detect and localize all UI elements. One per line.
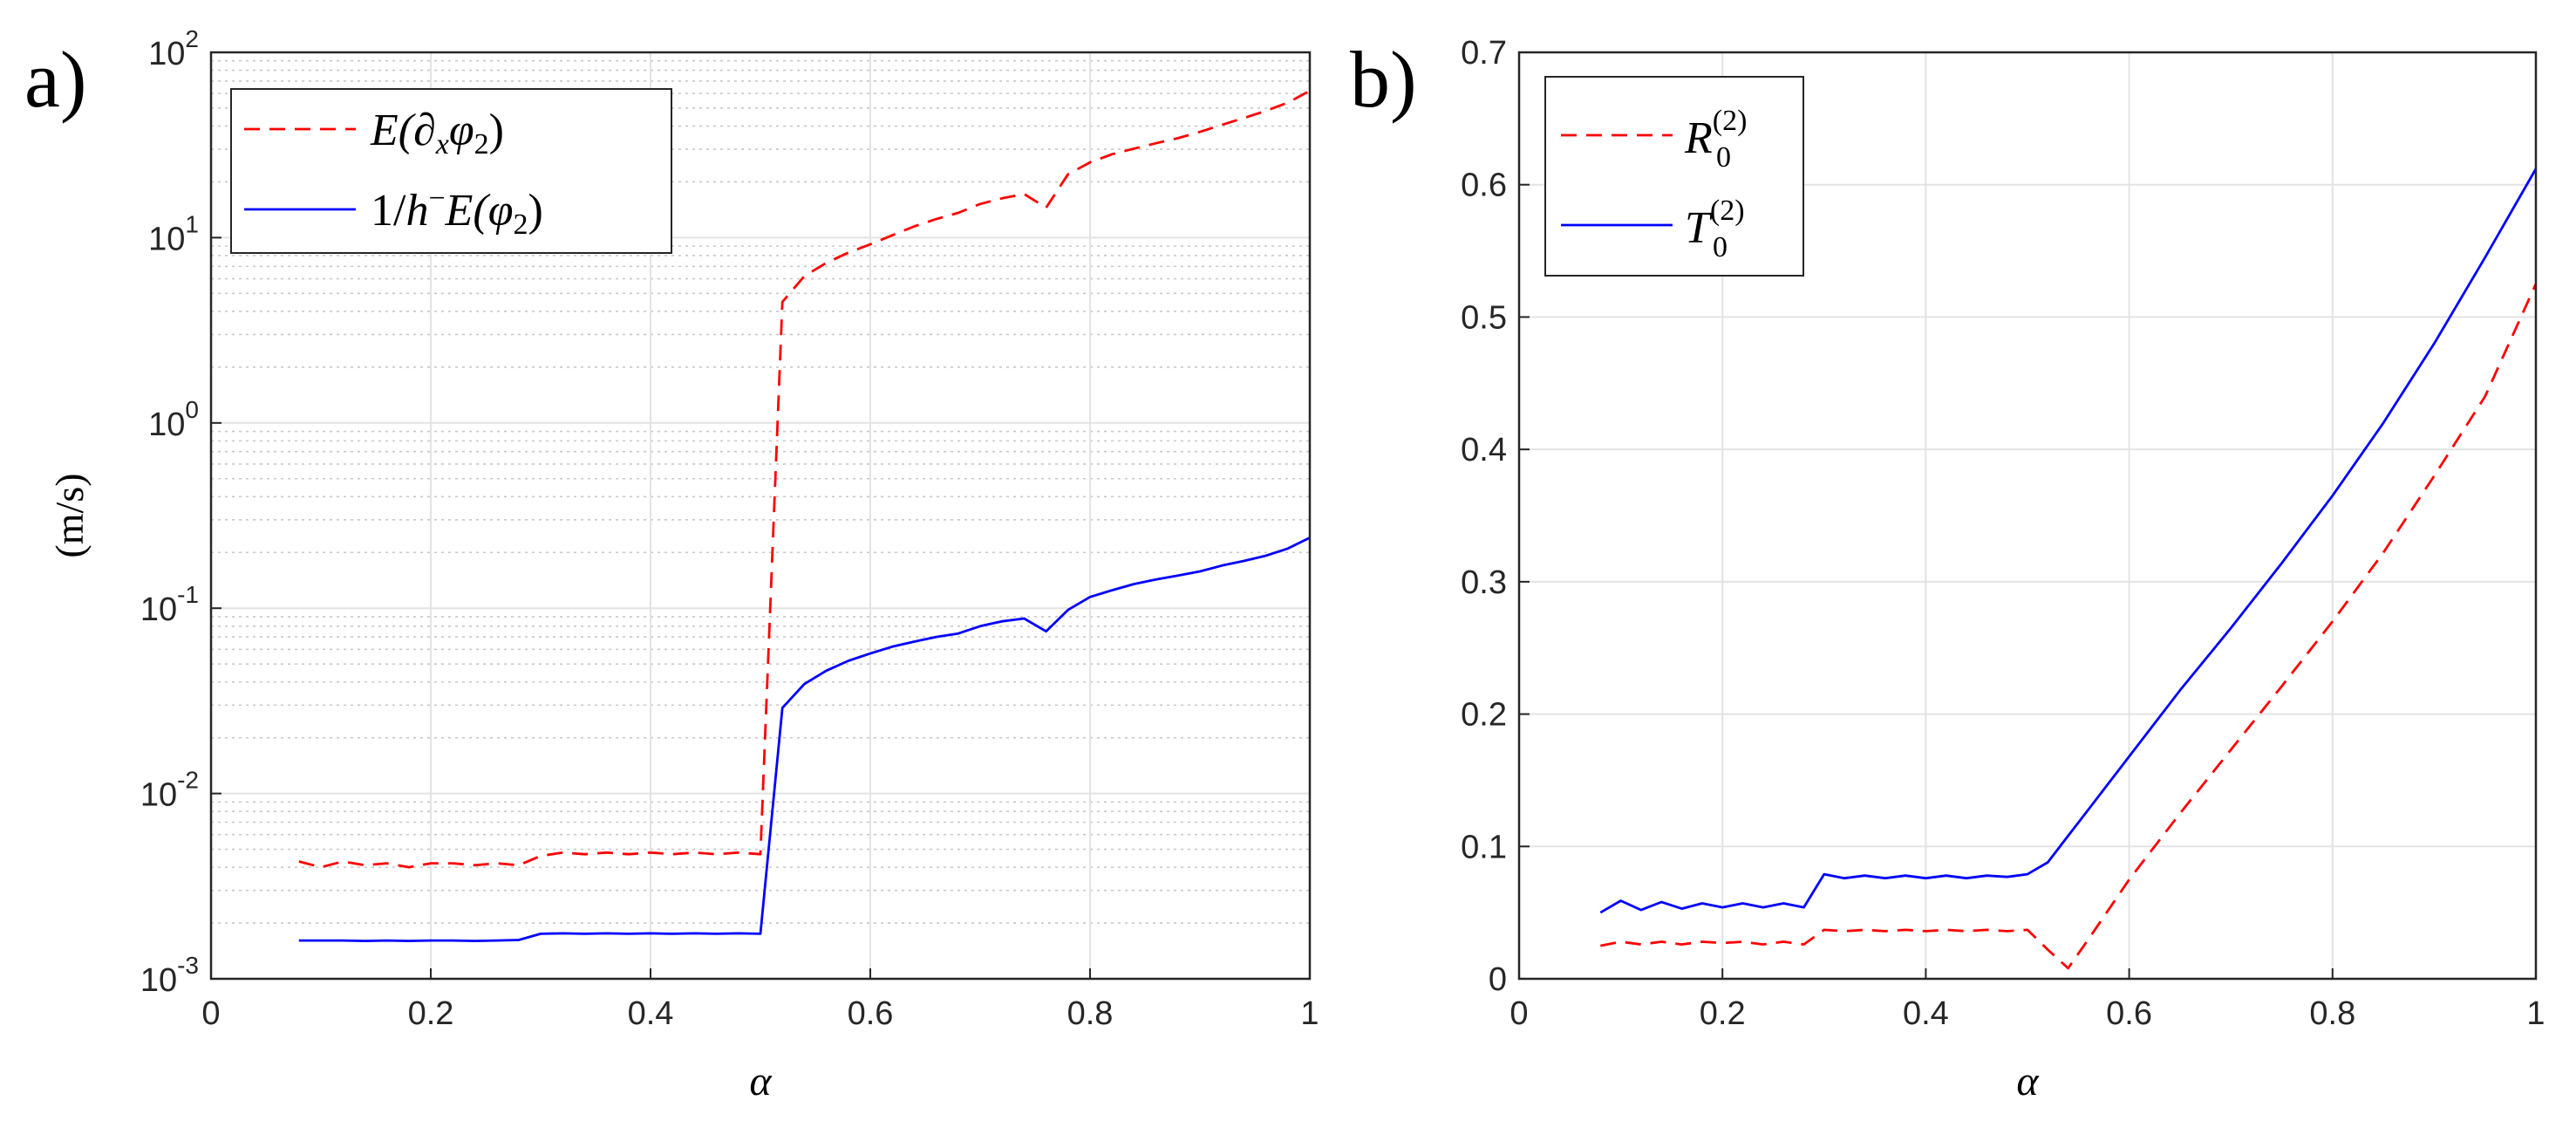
legend-b2-sup: (2) xyxy=(1710,195,1745,227)
legend-a1-p3: ) xyxy=(489,106,504,155)
panel-b-axes-box xyxy=(1517,51,2538,981)
panel-a-xlabel: α xyxy=(749,1058,772,1104)
panel-a-legend: E(∂xφ2) 1/h−E(φ2) xyxy=(230,88,672,254)
panel-b-series-line xyxy=(1599,167,2538,914)
panel-b-ytick-label: 0.6 xyxy=(1461,167,1507,204)
panel-b-ytick-label: 0.3 xyxy=(1461,564,1507,601)
legend-a1-p1: E(∂ xyxy=(370,106,436,155)
panel-b-legend: R(2) 0 T(2) 0 xyxy=(1544,76,1804,277)
legend-a2-p1: 1/ xyxy=(371,186,406,236)
panel-b: b) 0 0.2 0.4 0.6 0.8 1 0 0.1 0.2 0.3 0.4 0.5 0.6 0.7… xyxy=(1350,35,2545,1104)
panel-a-ytick-label: 102 xyxy=(148,25,199,72)
panel-a-label: a) xyxy=(24,35,86,124)
panel-b-xtick-label: 0.8 xyxy=(2309,995,2355,1032)
panel-b-ytick-label: 0.4 xyxy=(1461,432,1507,468)
panel-a-legend-label-red: E(∂xφ2) xyxy=(370,106,504,161)
panel-a-series-line xyxy=(298,537,1311,942)
legend-a2-sup: − xyxy=(428,182,445,215)
panel-a-xtick-label: 0.8 xyxy=(1067,995,1114,1032)
panel-b-xlabel: α xyxy=(2016,1058,2039,1104)
panel-a-ytick-label: 10-1 xyxy=(140,581,199,628)
panel-a-axes-box xyxy=(209,51,1312,981)
panel-b-xtick-label: 0.6 xyxy=(2106,995,2152,1032)
legend-a2-p3: E(φ xyxy=(445,186,514,236)
panel-b-series xyxy=(1599,167,2538,970)
panel-b-series-line xyxy=(1600,283,2538,970)
panel-a: a) 0 0.2 0.4 0.6 0.8 1 10-310-210-1100101102 … xyxy=(24,25,1319,1104)
panel-b-ytick-label: 0 xyxy=(1489,961,1507,998)
panel-a-xtick-label: 0.4 xyxy=(628,995,674,1032)
legend-b2-sub: 0 xyxy=(1713,231,1728,263)
panel-b-ytick-label: 0.5 xyxy=(1461,299,1507,336)
panel-b-xtick-label: 0.2 xyxy=(1700,995,1746,1032)
panel-b-xtick-label: 0 xyxy=(1509,995,1528,1032)
panel-b-legend-box xyxy=(1544,76,1804,277)
legend-a1-sub2: 2 xyxy=(474,128,489,161)
panel-b-xtick-label: 0.4 xyxy=(1903,995,1949,1032)
panel-b-y-ticks: 0 0.1 0.2 0.3 0.4 0.5 0.6 0.7 xyxy=(1461,35,1530,998)
panel-b-ytick-label: 0.7 xyxy=(1461,35,1507,72)
legend-a2-p4: ) xyxy=(528,186,543,236)
panel-b-x-ticks: 0 0.2 0.4 0.6 0.8 1 xyxy=(1509,968,2545,1032)
panel-a-xtick-label: 0.6 xyxy=(848,995,894,1032)
panel-b-ytick-label: 0.1 xyxy=(1461,829,1507,865)
panel-a-xtick-label: 1 xyxy=(1300,995,1319,1032)
legend-a2-p2: h xyxy=(405,186,428,236)
panel-a-xtick-label: 0 xyxy=(201,995,220,1032)
panel-a-ytick-label: 10-3 xyxy=(140,952,199,999)
panel-a-y-ticks: 10-3 10-2 10-1 100 101 102 xyxy=(140,25,221,999)
panel-a-legend-box xyxy=(230,88,672,254)
panel-a-ylabel: (m/s) xyxy=(47,473,92,557)
legend-b2-main: T xyxy=(1685,203,1713,253)
panel-b-ytick-label: 0.2 xyxy=(1461,697,1507,734)
panel-a-legend-label-blue: 1/h−E(φ2) xyxy=(371,182,543,241)
panel-b-label: b) xyxy=(1350,35,1417,124)
legend-b1-sub: 0 xyxy=(1716,141,1731,174)
legend-a1-sub1: x xyxy=(435,128,449,161)
panel-b-legend-label-blue: T(2) 0 xyxy=(1685,195,1745,263)
panel-a-series xyxy=(298,89,1311,942)
panel-a-xtick-label: 0.2 xyxy=(408,995,454,1032)
legend-a2-sub: 2 xyxy=(514,208,528,241)
panel-a-ytick-label: 100 xyxy=(148,396,199,443)
panel-b-legend-label-red: R(2) 0 xyxy=(1684,105,1747,174)
panel-a-ytick-label: 10-2 xyxy=(140,767,199,814)
legend-b1-sup: (2) xyxy=(1713,105,1748,137)
panel-b-xtick-label: 1 xyxy=(2526,995,2545,1032)
panel-b-grid xyxy=(1519,52,2536,979)
legend-b1-main: R xyxy=(1684,113,1713,163)
legend-a1-p2: φ xyxy=(449,106,474,155)
panel-a-x-ticks: 0 0.2 0.4 0.6 0.8 1 xyxy=(201,968,1319,1032)
panel-a-ytick-label: 101 xyxy=(148,210,199,257)
